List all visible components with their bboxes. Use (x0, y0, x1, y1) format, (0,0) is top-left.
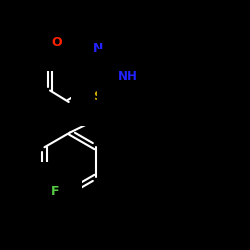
Text: N: N (93, 42, 103, 55)
Text: O: O (52, 36, 62, 49)
Text: NH: NH (118, 70, 138, 84)
Text: F: F (51, 185, 59, 198)
Text: S: S (94, 90, 102, 104)
